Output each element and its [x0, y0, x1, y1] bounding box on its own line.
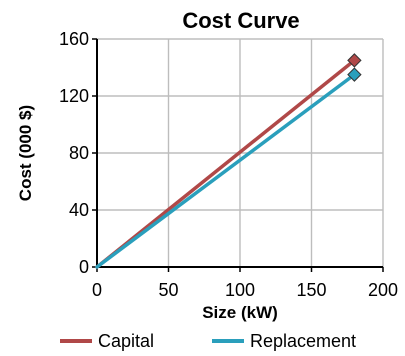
tick-labels: 0 50 100 150 200 0 40 80 120 160 [59, 29, 398, 300]
x-tick-label: 50 [158, 280, 178, 300]
y-tick-label: 120 [59, 86, 89, 106]
legend: Capital Replacement [60, 331, 356, 351]
x-tick-label: 100 [225, 280, 255, 300]
x-tick-label: 150 [296, 280, 326, 300]
y-tick-label: 40 [69, 200, 89, 220]
y-tick-label: 80 [69, 143, 89, 163]
axes [92, 38, 384, 272]
legend-label-capital: Capital [98, 331, 154, 351]
series-line-replacement [95, 72, 357, 269]
series-marker-capital [347, 53, 362, 68]
chart-title: Cost Curve [182, 8, 299, 33]
legend-label-replacement: Replacement [250, 331, 356, 351]
data-series [95, 53, 362, 269]
x-tick-label: 200 [368, 280, 398, 300]
x-axis-label: Size (kW) [202, 303, 278, 322]
series-marker-replacement [347, 67, 362, 82]
series-line-capital [95, 58, 357, 269]
y-tick-label: 160 [59, 29, 89, 49]
y-tick-label: 0 [79, 257, 89, 277]
y-axis-label: Cost (000 $) [16, 105, 35, 201]
x-tick-label: 0 [92, 280, 102, 300]
